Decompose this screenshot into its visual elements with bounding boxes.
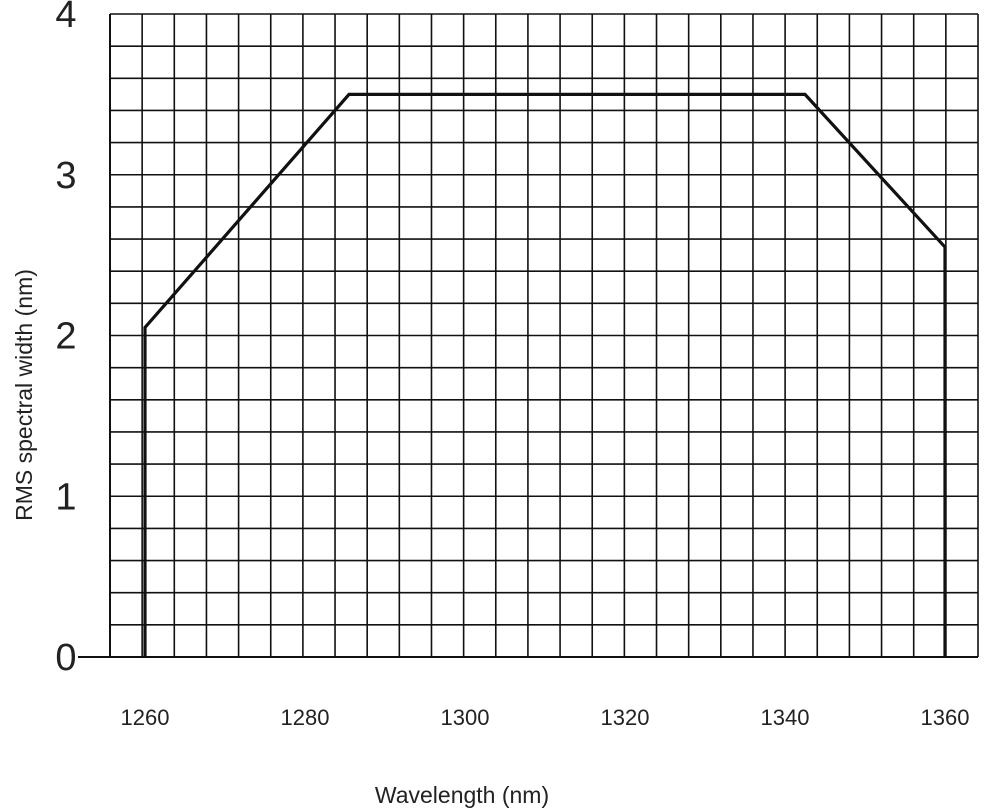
axes <box>78 14 978 658</box>
grid <box>109 13 979 658</box>
y-tick-label: 4 <box>55 0 76 36</box>
y-tick-label: 2 <box>55 316 76 358</box>
x-tick-label: 1320 <box>601 705 650 730</box>
y-tick-label: 3 <box>55 155 76 197</box>
y-axis-label: RMS spectral width (nm) <box>11 269 37 521</box>
y-tick-label: 1 <box>55 476 76 518</box>
x-tick-label: 1300 <box>441 705 490 730</box>
x-tick-label: 1360 <box>921 705 970 730</box>
x-tick-label: 1280 <box>281 705 330 730</box>
tick-labels: 0 1 2 3 4 1260 1280 1300 1320 1340 1360 <box>55 0 969 730</box>
series-layer <box>143 92 947 657</box>
x-axis-label: Wavelength (nm) <box>375 782 549 808</box>
x-tick-label: 1260 <box>121 705 170 730</box>
x-tick-label: 1340 <box>761 705 810 730</box>
series-line-0 <box>143 92 947 657</box>
y-tick-label: 0 <box>55 637 76 679</box>
